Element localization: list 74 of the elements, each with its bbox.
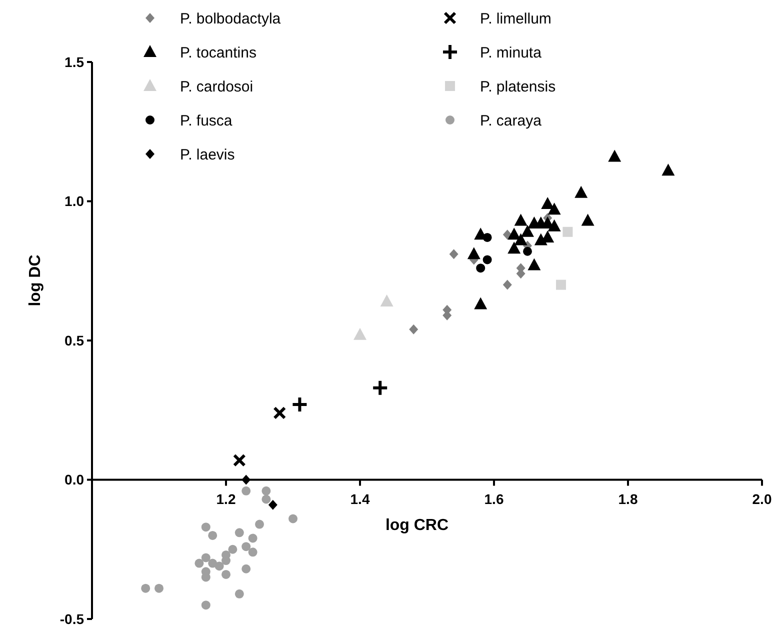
point <box>154 584 164 593</box>
point <box>372 379 389 396</box>
point <box>242 486 251 496</box>
point <box>409 324 418 334</box>
point <box>214 562 224 571</box>
legend-label: P. tocantins <box>180 44 256 62</box>
point <box>508 242 521 254</box>
point <box>523 246 532 256</box>
legend-label: P. cardosoi <box>180 78 254 96</box>
point <box>201 522 210 532</box>
x-tick-label: 1.2 <box>216 490 236 507</box>
point <box>380 294 394 307</box>
legend-label: P. caraya <box>480 112 542 130</box>
point <box>268 500 278 510</box>
point <box>476 264 486 273</box>
point <box>514 214 528 226</box>
point <box>449 249 458 260</box>
y-tick-label: 0.5 <box>64 332 84 348</box>
y-axis-title: log DC <box>27 254 44 306</box>
y-tick-label: 1.0 <box>64 193 84 210</box>
point <box>228 544 238 554</box>
point <box>255 520 264 529</box>
legend-label: P. laevis <box>180 146 235 164</box>
legend-label: P. platensis <box>480 78 556 96</box>
point <box>528 258 541 270</box>
x-tick-label: 2.0 <box>752 490 772 507</box>
x-tick-label: 1.4 <box>350 490 370 507</box>
point <box>556 280 566 290</box>
point <box>467 247 480 260</box>
point <box>541 197 554 210</box>
point <box>248 548 258 557</box>
point <box>482 232 492 242</box>
point <box>662 164 675 176</box>
x-tick-label: 1.8 <box>618 490 638 507</box>
point <box>562 226 573 237</box>
point <box>514 233 528 246</box>
point <box>262 486 271 496</box>
legend-label: P. fusca <box>180 112 233 130</box>
point <box>548 219 561 232</box>
point <box>201 600 210 610</box>
point <box>288 514 298 524</box>
y-tick-label: 1.5 <box>64 54 84 70</box>
point <box>234 589 244 598</box>
legend-label: P. bolbodactyla <box>180 10 282 28</box>
point <box>502 280 512 290</box>
point <box>141 584 150 593</box>
point <box>574 186 588 198</box>
point <box>248 534 258 543</box>
x-tick-label: 1.6 <box>484 490 504 507</box>
point <box>521 224 534 237</box>
point <box>508 228 521 240</box>
point <box>354 328 366 340</box>
point <box>291 396 308 414</box>
point <box>242 564 251 574</box>
point <box>581 214 594 226</box>
y-tick-label: -0.5 <box>60 610 84 627</box>
point <box>208 530 218 540</box>
y-tick-label: 0.0 <box>64 472 84 488</box>
point <box>273 406 286 420</box>
point <box>201 553 210 562</box>
point <box>234 528 244 538</box>
x-axis-title: log CRC <box>385 516 449 534</box>
point <box>194 558 204 568</box>
point <box>242 542 251 552</box>
legend-label: P. minuta <box>480 44 542 62</box>
point <box>548 202 561 215</box>
point <box>608 150 622 162</box>
point <box>222 570 230 579</box>
point <box>232 454 246 467</box>
point <box>474 297 488 310</box>
point <box>242 474 251 485</box>
point <box>482 255 492 264</box>
legend-label: P. limellum <box>480 10 552 28</box>
point <box>262 494 271 504</box>
